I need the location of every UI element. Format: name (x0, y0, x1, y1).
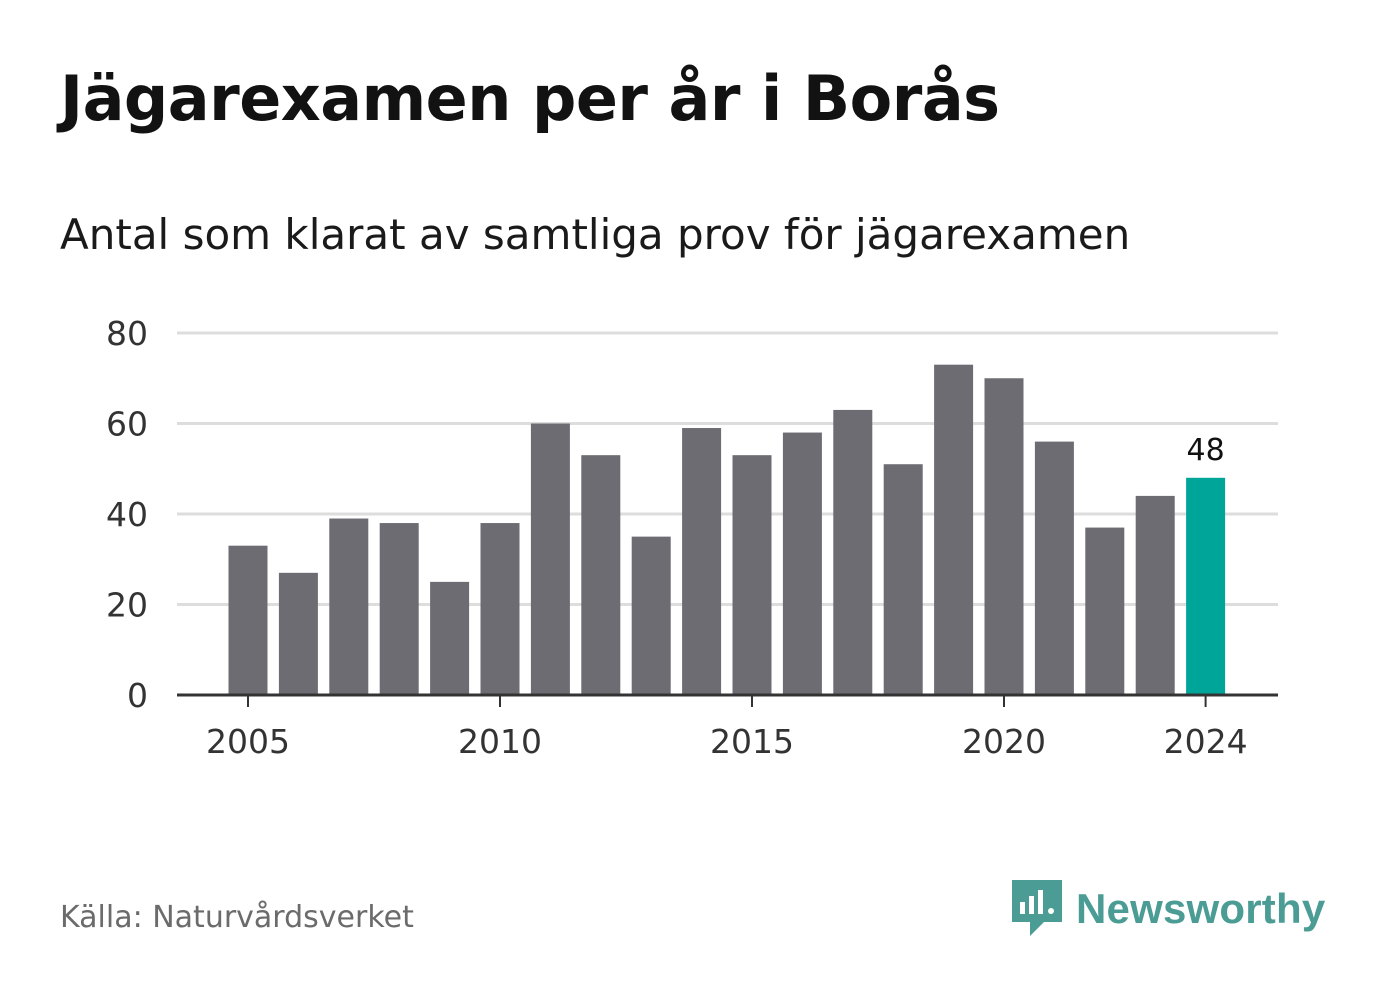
y-tick-label: 60 (106, 405, 148, 444)
bar (631, 536, 671, 695)
source-note: Källa: Naturvårdsverket (60, 900, 414, 935)
bar (228, 545, 268, 695)
bar (379, 523, 419, 695)
labels: 0 20 40 60 80 48 2005 2010 2015 2020 2024 (106, 314, 1248, 761)
x-tick-label: 2015 (710, 722, 794, 761)
axes (177, 693, 1278, 707)
bar (1034, 441, 1074, 695)
bar (581, 455, 621, 695)
bar (530, 423, 570, 695)
bar (329, 518, 369, 695)
bar (278, 572, 318, 695)
bar (984, 378, 1024, 695)
bar (430, 581, 470, 695)
bar (883, 464, 923, 695)
bar (1135, 495, 1175, 695)
x-tick-label: 2010 (458, 722, 542, 761)
bar-highlight (1186, 477, 1226, 695)
bar (1085, 527, 1125, 695)
chart-title: Jägarexamen per år i Borås (60, 62, 1000, 135)
bar-chart: 0 20 40 60 80 48 2005 2010 2015 2020 2024 (106, 314, 1278, 761)
bar (833, 409, 873, 695)
brand-name: Newsworthy (1076, 885, 1326, 932)
bar (782, 432, 822, 695)
x-tick-label: 2020 (962, 722, 1046, 761)
brand-logo: Newsworthy (1010, 878, 1325, 940)
y-tick-label: 20 (106, 586, 148, 625)
bar (480, 523, 520, 695)
bar (732, 455, 772, 695)
bar-value-label: 48 (1187, 433, 1225, 468)
chart-subtitle: Antal som klarat av samtliga prov för jä… (60, 210, 1131, 259)
bar (682, 428, 722, 695)
y-tick-label: 0 (127, 676, 148, 715)
bars (228, 364, 1226, 695)
bar (934, 364, 974, 695)
x-tick-label: 2024 (1164, 722, 1248, 761)
newsworthy-logo-icon (1012, 880, 1062, 936)
x-tick-label: 2005 (206, 722, 290, 761)
y-tick-label: 40 (106, 495, 148, 534)
y-tick-label: 80 (106, 314, 148, 353)
